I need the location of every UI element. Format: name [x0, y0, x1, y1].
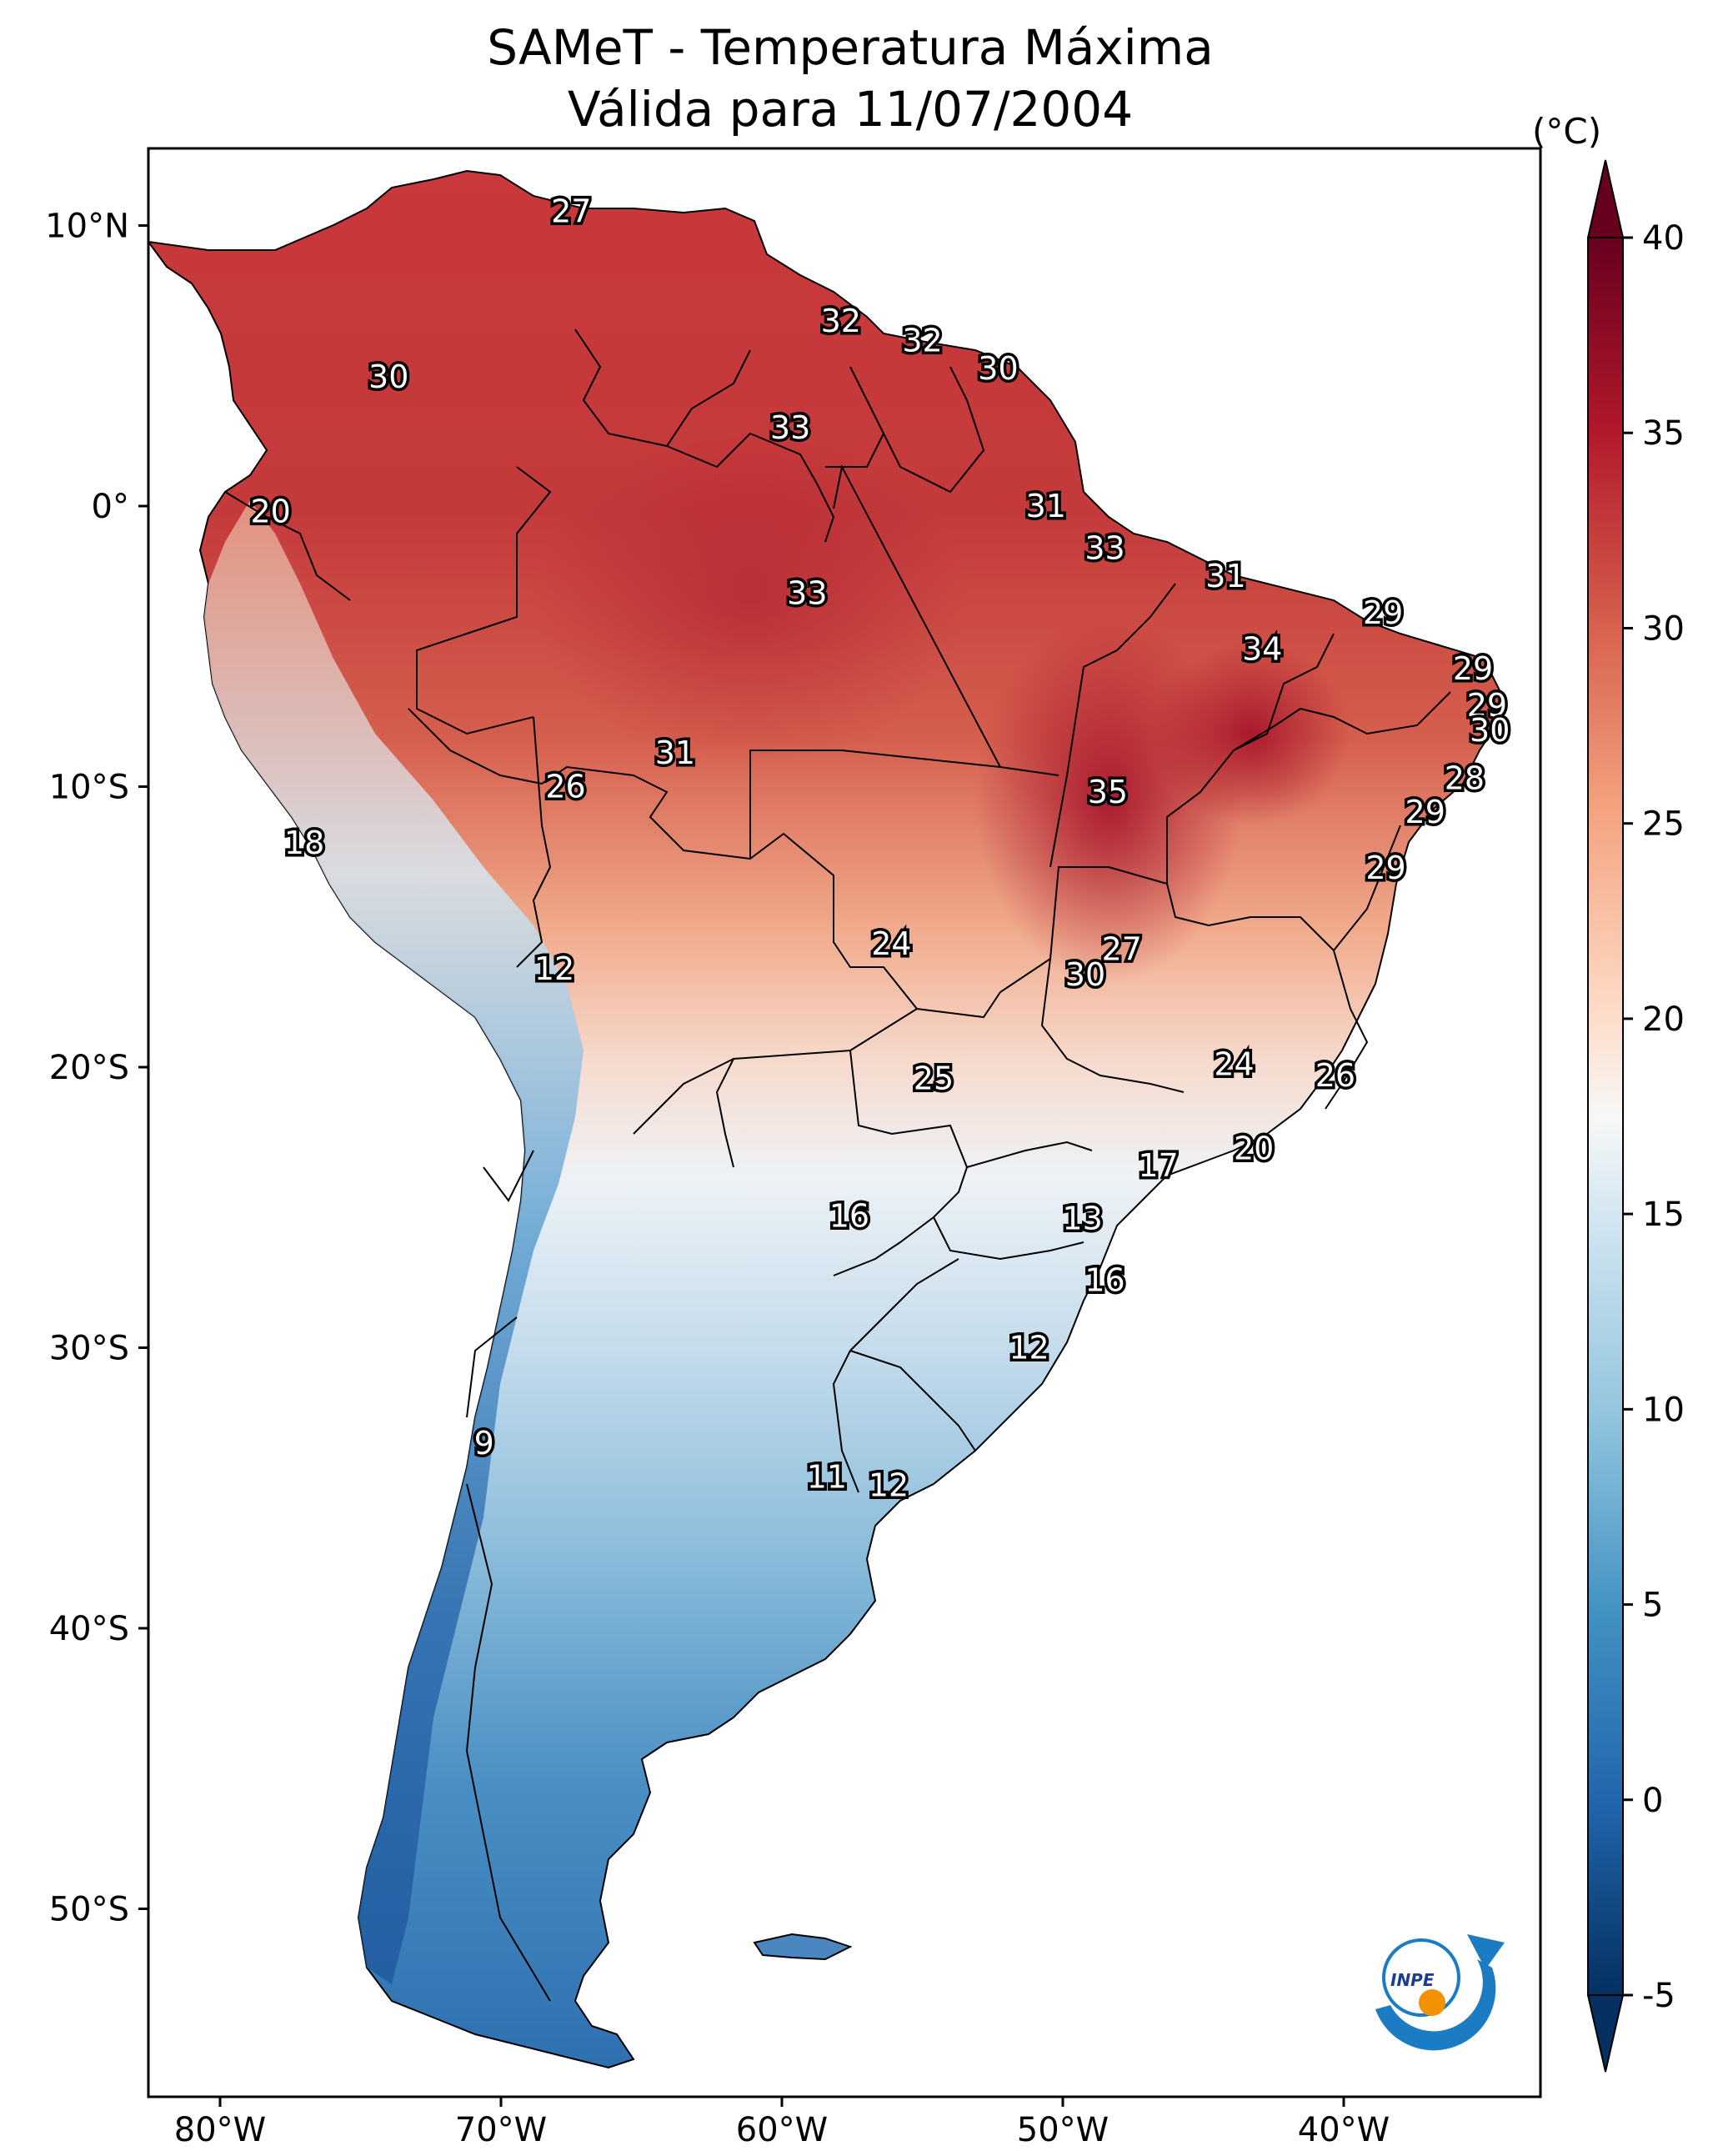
station-value: 30	[1065, 956, 1105, 993]
logo-sun-icon	[1419, 1989, 1445, 2016]
colorbar-tick-label: 40	[1642, 219, 1685, 258]
hot-core-northeast	[1150, 642, 1350, 825]
colorbar-tick-label: 15	[1642, 1196, 1685, 1234]
logo-text: INPE	[1390, 1970, 1435, 1990]
logo-arc-icon	[1375, 1959, 1496, 2051]
station-value: 12	[1009, 1330, 1049, 1366]
station-value: 29	[1453, 650, 1493, 687]
colorbar: (°C) 40 35 30 25 20 15 10 5 0 -5	[1532, 111, 1685, 2073]
andes-cold-band	[204, 500, 584, 1984]
station-value: 31	[655, 735, 695, 771]
station-value: 12	[869, 1467, 909, 1503]
station-value: 9	[474, 1425, 494, 1462]
hot-core-amazon	[533, 434, 967, 767]
station-value: 32	[821, 303, 861, 339]
title-line-2: Válida para 11/07/2004	[567, 81, 1134, 138]
country-borders	[224, 328, 1451, 2002]
station-value: 16	[1084, 1262, 1124, 1299]
station-value: 25	[914, 1060, 954, 1096]
lon-tick-label: 80°W	[174, 2111, 266, 2149]
station-value: 30	[978, 350, 1018, 387]
lat-tick-label: 0°	[92, 488, 129, 526]
lon-tick-label: 40°W	[1298, 2111, 1390, 2149]
colorbar-tick-label: -5	[1642, 1977, 1675, 2015]
lat-tick-label: 10°S	[49, 769, 129, 807]
colorbar-tick-label: 5	[1642, 1587, 1663, 1625]
station-value: 26	[545, 769, 585, 805]
logo-orbit-icon	[1382, 1938, 1460, 2017]
logo-arrow-icon	[1467, 1934, 1505, 1969]
station-value: 29	[1405, 794, 1445, 830]
colorbar-tick-label: 10	[1642, 1391, 1685, 1429]
station-value: 33	[787, 574, 827, 611]
station-value: 31	[1205, 558, 1245, 594]
inpe-logo: INPE	[1375, 1934, 1505, 2051]
station-value: 13	[1062, 1201, 1102, 1237]
falkland-islands	[753, 1933, 853, 1961]
lat-tick-label: 10°N	[45, 208, 129, 246]
colorbar-tick-label: 20	[1642, 1000, 1685, 1039]
station-value: 20	[1234, 1131, 1274, 1167]
colorbar-gradient	[1587, 237, 1624, 1996]
station-value: 35	[1088, 774, 1128, 810]
lat-tick-label: 40°S	[49, 1610, 129, 1648]
station-value: 29	[1365, 850, 1405, 886]
station-value: 29	[1363, 594, 1403, 631]
station-value: 24	[871, 925, 911, 962]
station-value: 28	[1445, 760, 1485, 796]
title-line-1: SAMeT - Temperatura Máxima	[487, 19, 1214, 76]
map-title: SAMeT - Temperatura Máxima Válida para 1…	[150, 17, 1550, 140]
colorbar-tick-label: 0	[1642, 1782, 1663, 1820]
colorbar-extend-bottom	[1586, 1994, 1625, 2073]
colorbar-unit: (°C)	[1532, 111, 1601, 152]
lat-tick-label: 30°S	[49, 1330, 129, 1368]
station-value: 17	[1138, 1147, 1178, 1184]
station-value: 31	[1026, 488, 1066, 524]
colorbar-ticks: 40 35 30 25 20 15 10 5 0 -5	[1623, 219, 1685, 2015]
station-value: 29	[1467, 687, 1507, 724]
station-value: 32	[902, 322, 942, 358]
colorbar-tick-label: 30	[1642, 609, 1685, 648]
lon-tick-label: 60°W	[736, 2111, 828, 2149]
station-value: 33	[770, 409, 810, 446]
station-value: 26	[1315, 1057, 1355, 1094]
station-value: 16	[829, 1197, 869, 1234]
station-value: 11	[807, 1458, 847, 1495]
station-value: 30	[1470, 712, 1510, 749]
station-value: 34	[1242, 631, 1282, 668]
colorbar-extend-top	[1586, 159, 1625, 238]
plot-frame	[147, 147, 1542, 2098]
colorbar-tick-label: 25	[1642, 805, 1685, 844]
lat-tick-label: 20°S	[49, 1049, 129, 1087]
latitude-ticks: 10°N 0° 10°S 20°S 30°S 40°S 50°S	[45, 208, 148, 1929]
lon-tick-label: 70°W	[455, 2111, 547, 2149]
longitude-ticks: 80°W 70°W 60°W 50°W 40°W	[174, 2097, 1390, 2149]
station-value: 33	[1084, 529, 1124, 566]
lon-tick-label: 50°W	[1017, 2111, 1109, 2149]
lat-tick-label: 50°S	[49, 1891, 129, 1929]
station-value: 18	[284, 825, 324, 861]
station-value: 12	[534, 950, 574, 987]
station-value: 24	[1214, 1046, 1254, 1083]
station-value: 27	[1102, 931, 1142, 968]
station-value: 30	[368, 358, 408, 395]
station-value: 20	[250, 494, 290, 530]
colorbar-tick-label: 35	[1642, 414, 1685, 453]
station-value: 27	[551, 193, 591, 230]
